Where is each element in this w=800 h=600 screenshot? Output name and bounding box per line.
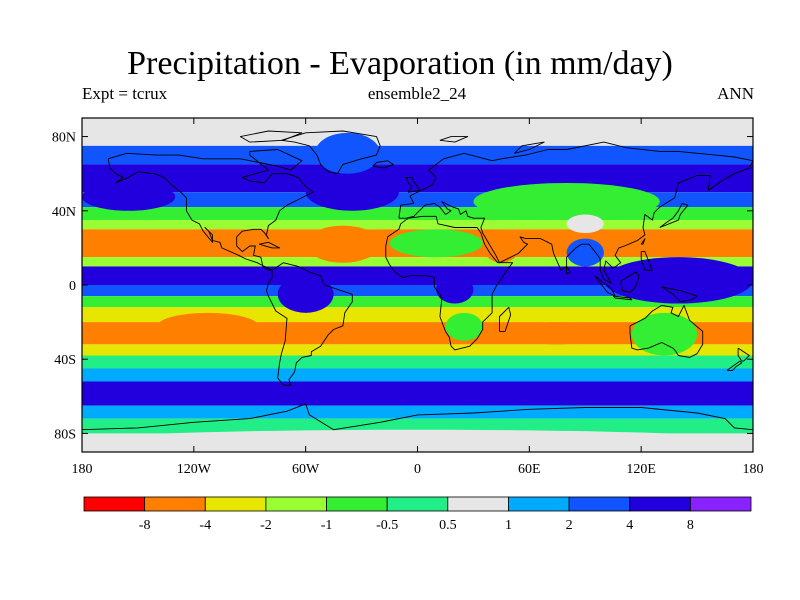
coastline-sri-lanka [566,265,571,275]
colorbar-swatch-6 [447,496,509,512]
region-arabian-peninsula [482,229,521,263]
case-label: ensemble2_24 [367,84,467,103]
region-north-atlantic-storm-track [305,173,399,211]
colorbar-swatch-10 [689,496,752,512]
coastline-south-america [266,262,353,386]
region-se-pacific-subtropics [156,312,260,341]
coastline-new-guinea [661,286,698,303]
colorbar-swatch-9 [629,496,691,512]
colorbar-label: 0.5 [439,518,457,533]
colorbar-swatch-0 [83,496,146,512]
coastline-novaya-zemlya [514,141,545,154]
lat-tick-label: 40N [52,205,76,220]
zonal-band-10 [82,296,753,308]
region-amazon [277,275,334,313]
region-tibet [566,214,604,234]
coastline-eurasia [398,141,753,284]
colorbar-swatch-1 [144,496,206,512]
colorbar-label: 4 [626,518,633,533]
colorbar-label: 8 [687,518,694,533]
zonal-band-7 [82,257,753,267]
coastline-iceland [372,160,394,169]
zonal-band-2 [82,164,753,193]
region-antarctica [82,429,753,452]
zonal-band-15 [82,368,753,382]
coastline-british-isles [405,176,420,193]
coastline-baffin [249,149,303,171]
colorbar-swatch-8 [568,496,631,512]
region-western-pacific-warm-pool [603,257,753,304]
zonal-band-11 [82,307,753,323]
zonal-band-9 [82,285,753,297]
region-sahara [389,229,483,258]
coastline-greenland [281,130,381,175]
lon-tick-label: 120E [626,462,656,477]
coastline-ellesmere [239,130,303,143]
region-congo [436,275,474,304]
region-australia [631,312,698,356]
zonal-band-4 [82,207,753,221]
axis-ticks: 80N 40N 0 40S 80S 180 120W 60W 0 60E 120E 180 [52,118,764,477]
coastline-madagascar [499,306,512,332]
lon-tick-label: 180 [72,462,93,477]
region-eurasia-mid-latitudes [473,182,660,221]
colorbar-label: 1 [505,518,512,533]
zonal-band-5 [82,220,753,230]
region-greenland [314,132,381,174]
coastline-sumatra [594,275,616,297]
coastline-philippines [640,251,653,271]
zonal-band-17 [82,405,753,419]
plot-title: Precipitation - Evaporation (in mm/day) [127,45,673,82]
lat-tick-label: 0 [69,279,76,294]
region-north-atlantic-subtropics [305,225,381,263]
season-label: ANN [717,84,754,103]
zonal-band-14 [82,355,753,369]
colorbar-swatch-3 [265,496,327,512]
lon-tick-label: 0 [414,462,421,477]
region-north-pacific-storm-track [82,182,176,211]
zonal-band-13 [82,344,753,356]
colorbar-label: -0.5 [376,518,398,533]
coastline-new-zealand [737,347,750,362]
colorbar-label: 2 [566,518,573,533]
coastline-antarctica [82,403,753,441]
zonal-band-18 [82,418,753,434]
coastline-taiwan [640,238,646,245]
lat-tick-label: 80N [52,131,76,146]
field-layer [82,118,753,452]
colorbar-swatch-2 [204,496,267,512]
region-southern-africa [445,312,483,341]
coastline-borneo [620,271,640,293]
coastline-svalbard [439,136,469,143]
zonal-band-1 [82,145,753,165]
coastline-north-america [107,152,314,271]
lon-tick-label: 60W [292,462,320,477]
coastlines [82,130,753,441]
coastline-australia [629,304,704,358]
experiment-label: Expt = tcrux [82,84,168,103]
coastline-java [612,295,633,301]
colorbar-label: -4 [199,518,211,533]
coastline-cuba [258,241,281,249]
colorbar-label: -1 [321,518,333,533]
colorbar-label: -8 [139,518,151,533]
coastline-new-zealand-south [726,360,743,371]
zonal-band-16 [82,381,753,406]
region-south-indian-ocean-subtropics [510,322,604,345]
lat-tick-label: 80S [54,427,76,442]
colorbar: -8 -4 -2 -1 -0.5 0.5 1 2 4 8 [83,496,752,533]
coastline-africa [385,215,514,351]
colorbar-swatch-7 [508,496,570,512]
region-bay-of-bengal [566,238,604,267]
lon-tick-label: 60E [518,462,541,477]
colorbar-swatch-5 [386,496,449,512]
colorbar-label: -2 [260,518,272,533]
colorbar-swatch-4 [326,496,388,512]
lon-tick-label: 120W [177,462,212,477]
lon-tick-label: 180 [743,462,764,477]
lat-tick-label: 40S [54,353,76,368]
coastline-japan [659,202,689,228]
